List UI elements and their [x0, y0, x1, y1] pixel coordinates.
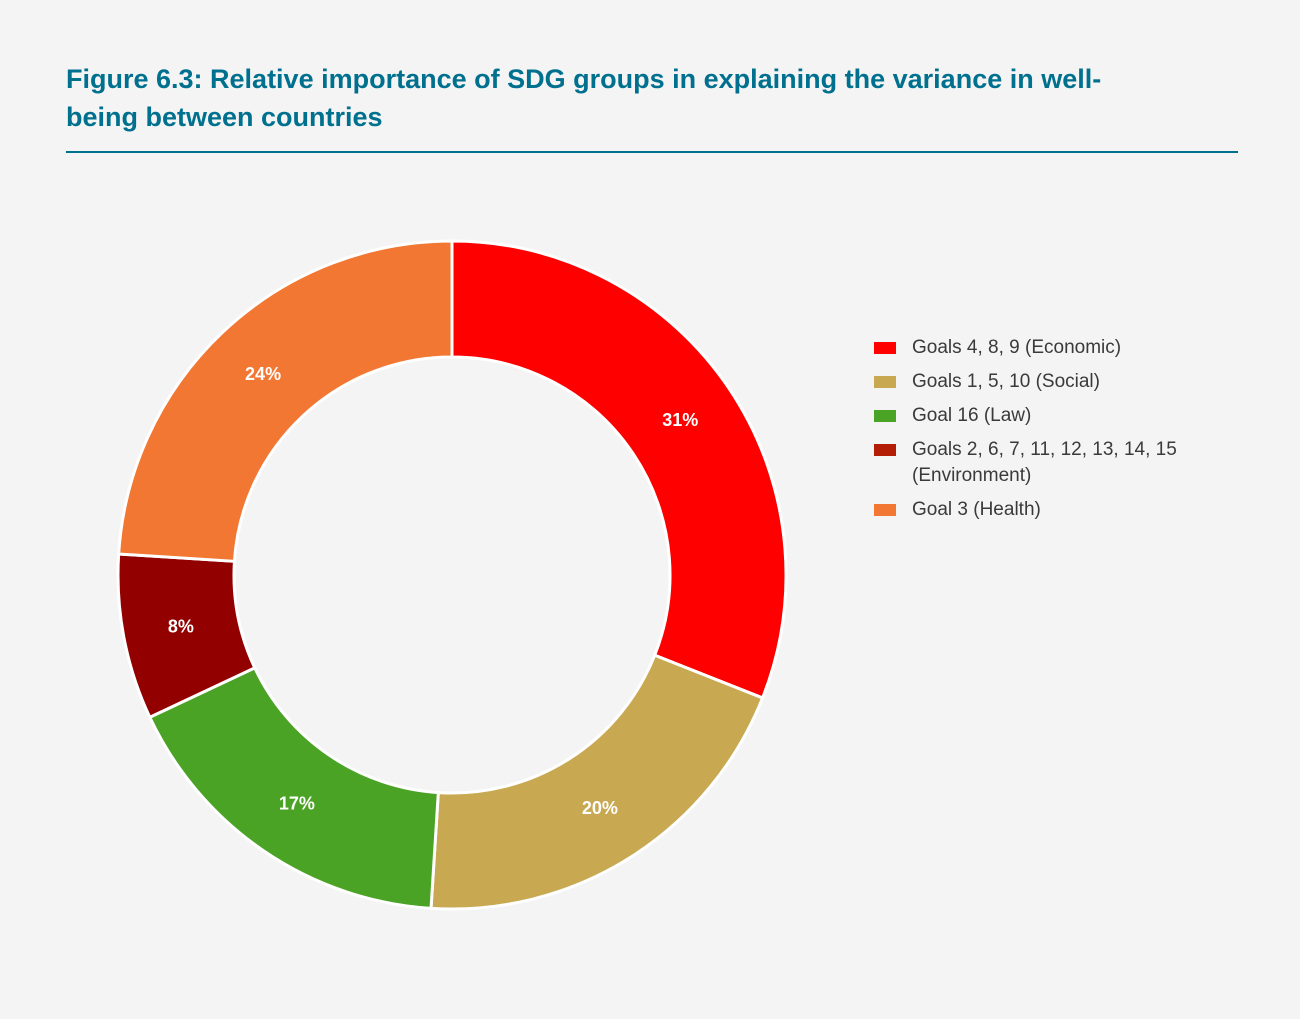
legend-swatch-economic: [874, 342, 896, 354]
data-label-health: 24%: [245, 364, 281, 384]
legend-item-health: Goal 3 (Health): [874, 497, 1204, 523]
legend-label-environment: Goals 2, 6, 7, 11, 12, 13, 14, 15 (Envir…: [912, 439, 1177, 486]
donut-chart: 31% 20% 17% 8% 24%: [116, 239, 788, 911]
legend-item-social: Goals 1, 5, 10 (Social): [874, 369, 1204, 395]
chart-legend: Goals 4, 8, 9 (Economic) Goals 1, 5, 10 …: [874, 335, 1204, 531]
legend-swatch-social: [874, 376, 896, 388]
donut-slice-law: [147, 665, 440, 910]
legend-swatch-law: [874, 410, 896, 422]
data-label-social: 20%: [582, 798, 618, 818]
data-label-environment: 8%: [168, 617, 194, 637]
data-label-law: 17%: [279, 793, 315, 813]
legend-label-economic: Goals 4, 8, 9 (Economic): [912, 337, 1122, 358]
legend-label-social: Goals 1, 5, 10 (Social): [912, 371, 1100, 392]
legend-item-economic: Goals 4, 8, 9 (Economic): [874, 335, 1204, 361]
legend-item-environment: Goals 2, 6, 7, 11, 12, 13, 14, 15 (Envir…: [874, 437, 1204, 489]
donut-slice-economic: [450, 239, 788, 700]
legend-label-law: Goal 16 (Law): [912, 405, 1032, 426]
legend-item-law: Goal 16 (Law): [874, 403, 1204, 429]
legend-label-health: Goal 3 (Health): [912, 499, 1041, 520]
donut-slice-health: [117, 239, 454, 563]
donut-slice-social: [429, 653, 765, 911]
figure-title: Figure 6.3: Relative importance of SDG g…: [66, 64, 1102, 132]
title-divider: [66, 151, 1238, 153]
legend-swatch-environment: [874, 444, 896, 456]
donut-data-labels: 31% 20% 17% 8% 24%: [168, 364, 698, 818]
legend-swatch-health: [874, 504, 896, 516]
donut-slices: [116, 239, 788, 911]
data-label-economic: 31%: [662, 410, 698, 430]
